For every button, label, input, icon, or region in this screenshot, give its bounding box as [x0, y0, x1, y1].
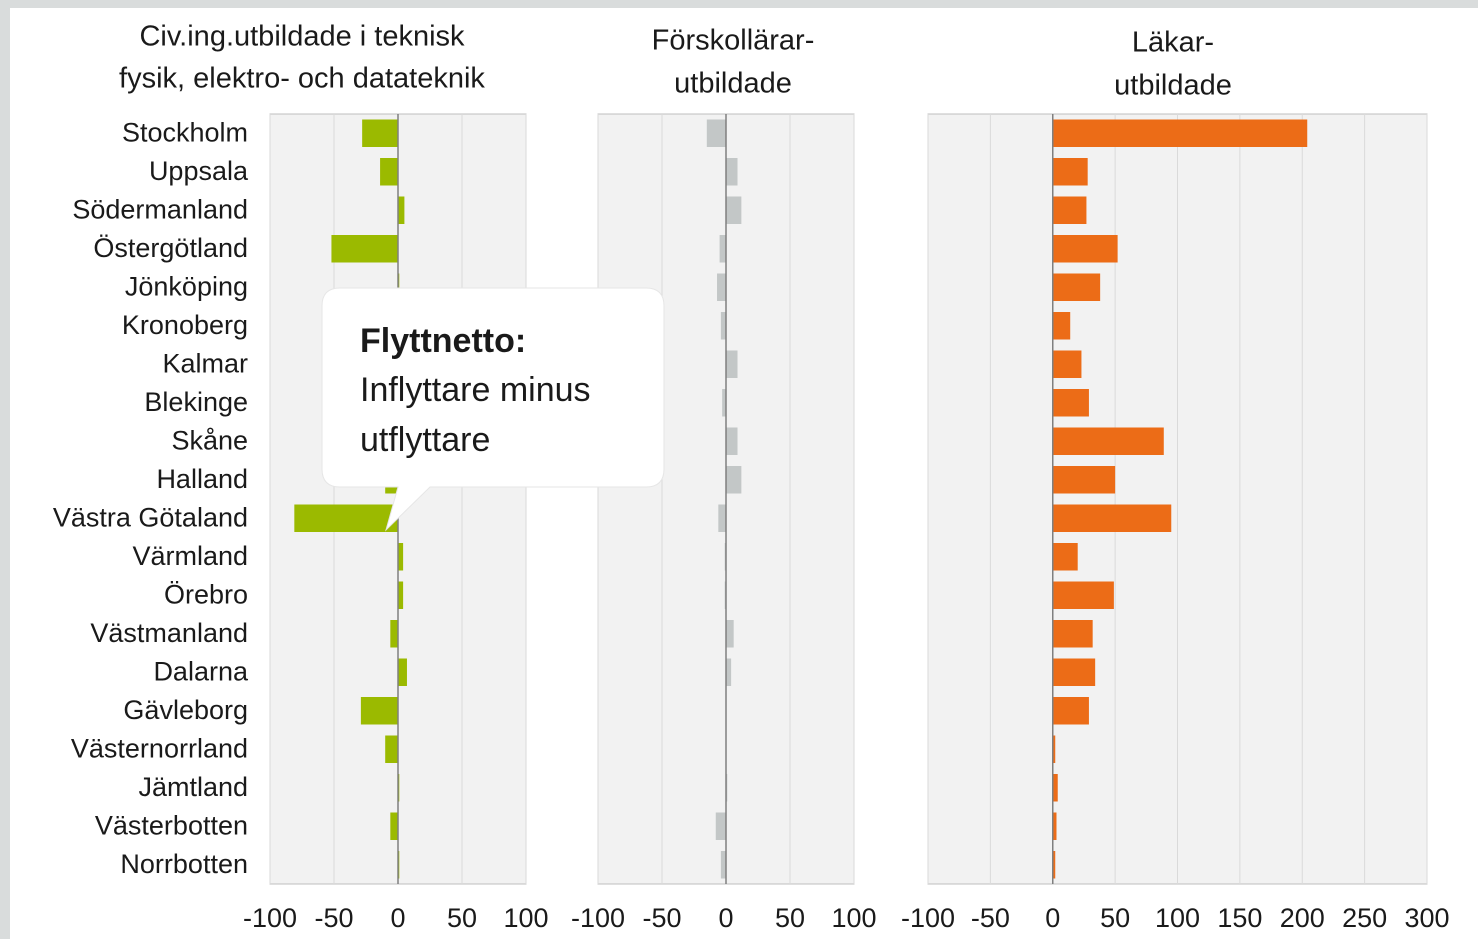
x-tick-label: -50 [642, 903, 681, 933]
bar [398, 581, 404, 609]
bar [1052, 235, 1118, 263]
bar [726, 158, 738, 186]
bar [722, 389, 726, 417]
bar [390, 812, 398, 840]
bar [720, 312, 726, 340]
bar [726, 350, 738, 378]
bar [726, 466, 742, 494]
x-tick-label: -50 [971, 903, 1010, 933]
category-label: Halland [156, 464, 248, 494]
bar [726, 196, 742, 224]
bar [1052, 312, 1071, 340]
bar [331, 235, 398, 263]
bar [718, 504, 726, 532]
bar [294, 504, 398, 532]
bar [1052, 504, 1172, 532]
bar [1052, 196, 1087, 224]
bar [1052, 466, 1116, 494]
category-label: Skåne [171, 425, 248, 455]
bar [1052, 158, 1088, 186]
category-label: Västra Götaland [53, 502, 248, 532]
bar [720, 851, 726, 879]
x-tick-label: 100 [503, 903, 548, 933]
x-tick-label: 100 [831, 903, 876, 933]
bar [398, 658, 407, 686]
panel-title: Läkar- [1132, 27, 1214, 59]
x-tick-label: 150 [1217, 903, 1262, 933]
x-tick-label: 50 [775, 903, 805, 933]
bar [715, 812, 726, 840]
x-tick-label: 50 [447, 903, 477, 933]
x-tick-label: 0 [390, 903, 405, 933]
category-label: Södermanland [72, 194, 248, 224]
category-label: Västmanland [90, 618, 248, 648]
bar [1052, 697, 1089, 725]
panel-title: fysik, elektro- och datateknik [119, 63, 485, 95]
x-tick-label: 250 [1342, 903, 1387, 933]
category-label: Uppsala [149, 156, 249, 186]
category-label: Kalmar [162, 348, 248, 378]
bar [726, 620, 734, 648]
category-label: Västerbotten [95, 810, 248, 840]
callout: Flyttnetto: Inflyttare minus utflyttare [321, 287, 665, 532]
bar [398, 543, 404, 571]
bar [1052, 620, 1093, 648]
category-label: Dalarna [153, 656, 249, 686]
bar [390, 620, 398, 648]
bar [362, 119, 398, 147]
x-tick-label: 0 [1045, 903, 1060, 933]
bar [717, 273, 726, 301]
bar [1052, 543, 1078, 571]
bar [1052, 774, 1058, 802]
bar [1052, 658, 1096, 686]
category-label: Gävleborg [123, 695, 248, 725]
panel-title: utbildade [1114, 70, 1232, 102]
callout-text: Inflyttare minus [360, 371, 591, 409]
bar [1052, 273, 1101, 301]
x-tick-label: -100 [243, 903, 297, 933]
bar [1052, 851, 1056, 879]
category-label: Västernorrland [71, 733, 248, 763]
bar [1052, 427, 1164, 455]
panel-title: utbildade [674, 68, 792, 100]
category-label: Värmland [132, 541, 248, 571]
panel-title: Förskollärar- [652, 25, 815, 57]
callout-title: Flyttnetto: [360, 322, 526, 360]
bar [398, 196, 405, 224]
panel-title: Civ.ing.utbildade i teknisk [139, 21, 465, 53]
x-tick-label: -50 [314, 903, 353, 933]
x-tick-label: 300 [1404, 903, 1449, 933]
bar [706, 119, 726, 147]
x-tick-label: 50 [1100, 903, 1130, 933]
x-tick-label: 0 [718, 903, 733, 933]
category-label: Jönköping [125, 271, 248, 301]
bar [726, 658, 732, 686]
bar [385, 735, 398, 763]
bar [360, 697, 398, 725]
x-tick-label: 100 [1155, 903, 1200, 933]
bar [719, 235, 726, 263]
category-label: Blekinge [144, 387, 248, 417]
bar [1052, 350, 1082, 378]
bar [1052, 735, 1056, 763]
x-tick-label: -100 [901, 903, 955, 933]
bar [1052, 812, 1057, 840]
callout-box [321, 287, 665, 532]
bar [1052, 119, 1308, 147]
bar [380, 158, 398, 186]
category-label: Kronoberg [122, 310, 248, 340]
category-label: Stockholm [122, 117, 248, 147]
category-label: Östergötland [93, 233, 248, 263]
bar [1052, 581, 1114, 609]
bar [726, 427, 738, 455]
category-label: Norrbotten [120, 849, 248, 879]
bar [1052, 389, 1089, 417]
category-label: Jämtland [138, 772, 248, 802]
category-label: Örebro [164, 579, 248, 609]
x-tick-label: -100 [571, 903, 625, 933]
plots: Stockholm Uppsala Södermanland Östergötland… [53, 21, 1450, 933]
x-tick-label: 200 [1280, 903, 1325, 933]
callout-text: utflyttare [360, 421, 490, 459]
